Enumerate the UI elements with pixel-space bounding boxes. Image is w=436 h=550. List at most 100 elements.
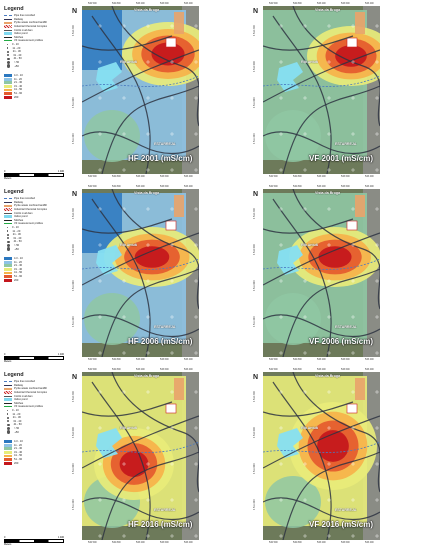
place-label-river: Rio Antuã (301, 426, 318, 430)
ec-class-swatch (4, 264, 12, 268)
road-line (82, 232, 199, 286)
x-tick-label: 532 500 (269, 368, 278, 371)
profile-dot-icon (7, 44, 8, 46)
x-tick-label: 533 400 (184, 541, 193, 544)
ec-class-swatch (4, 257, 12, 261)
north-arrow-icon: N (72, 191, 78, 198)
x-tick-label: 533 400 (365, 368, 374, 371)
x-tick-label: 532 500 (269, 541, 278, 544)
y-tick-label: 4 511 200 (72, 499, 75, 510)
x-tick-label: 533 600 (341, 2, 350, 5)
y-tick-label: 4 512 400 (253, 391, 256, 402)
ec-contour (134, 246, 170, 268)
x-tick-label: 533 200 (136, 541, 145, 544)
legend: Legend Pipe line recorded Railway Pyrite… (4, 372, 66, 546)
ec-class-swatch (4, 461, 12, 465)
y-tick-label: 4 511 200 (253, 316, 256, 327)
pond-icon (4, 32, 12, 36)
pipeline-line (82, 75, 199, 87)
place-label-south: ESTARREJA (335, 142, 357, 146)
ec-contour (151, 42, 185, 66)
place-label-river: Rio Antuã (120, 243, 137, 247)
y-tick-label: 4 512 000 (253, 61, 256, 72)
profile-icon (4, 40, 12, 42)
ec-class-swatch (4, 440, 12, 444)
x-tick-label: 533 600 (160, 368, 169, 371)
profile-dot-icon (7, 50, 9, 53)
chemical-complex-icon (4, 208, 12, 211)
railway-icon (4, 201, 12, 203)
x-tick-label: 533 400 (365, 2, 374, 5)
map-hf-2001: 532 500 532 500 532 800 532 800 533 200 533 2… (72, 2, 199, 178)
pipeline-icon (4, 381, 12, 383)
chemical-complex (165, 403, 177, 414)
road-line (263, 131, 380, 155)
road-line (82, 131, 199, 155)
place-label-river: Rio Antuã (301, 60, 318, 64)
y-tick-label: 4 511 200 (72, 316, 75, 327)
profile-dot-icon (7, 233, 9, 236)
x-tick-label: 532 800 (293, 2, 302, 5)
y-tick-label: 4 512 400 (72, 391, 75, 402)
y-tick-label: 4 511 200 (253, 133, 256, 144)
road-line (101, 451, 199, 540)
x-tick-label: 533 400 (365, 175, 374, 178)
x-tick-label: 532 800 (112, 541, 121, 544)
y-tick-label: 4 511 200 (253, 499, 256, 510)
map-title: VF 2006 (mS/cm) (309, 337, 374, 346)
ec-class-swatch (4, 95, 12, 99)
y-tick-label: 4 512 400 (72, 25, 75, 36)
velico-pond (277, 62, 303, 92)
pipeline-icon (4, 15, 12, 17)
chemical-complex (165, 220, 177, 231)
road-line (82, 497, 199, 521)
map-title: VF 2001 (mS/cm) (309, 154, 374, 163)
x-tick-label: 532 500 (88, 541, 97, 544)
x-tick-label: 532 500 (88, 358, 97, 361)
road-line (111, 372, 199, 493)
north-arrow-icon: N (72, 374, 78, 381)
mud-dam-icon (4, 212, 12, 214)
x-tick-label: 533 400 (184, 358, 193, 361)
y-tick-label: 4 512 000 (72, 61, 75, 72)
road-line (282, 268, 380, 357)
x-tick-label: 532 500 (269, 358, 278, 361)
ec-class-swatch (4, 451, 12, 454)
x-tick-label: 533 600 (160, 185, 169, 188)
map-vf-2006: 532 500 532 500 532 800 532 800 533 200 533 2… (253, 185, 380, 361)
road-line (82, 49, 199, 103)
ec-class-swatch (4, 275, 12, 279)
x-tick-label: 532 500 (88, 175, 97, 178)
x-tick-label: 533 200 (136, 175, 145, 178)
x-tick-label: 533 200 (317, 175, 326, 178)
ec-map-canvas (82, 6, 199, 174)
chemical-complex (346, 37, 358, 48)
figure-row-3: Legend Pipe line recorded Railway Pyrite… (0, 366, 436, 548)
north-arrow-icon: N (72, 8, 78, 15)
velico-pond (277, 245, 303, 275)
map-vf-2016: 532 500 532 500 532 800 532 800 533 200 533 2… (253, 368, 380, 544)
pond-icon (4, 398, 12, 402)
profile-dot-icon (7, 413, 9, 415)
north-arrow-icon: N (253, 374, 259, 381)
profile-dot-icon (7, 420, 10, 423)
y-tick-label: 4 512 000 (72, 244, 75, 255)
chemical-complex-icon (4, 391, 12, 394)
pipeline-line (82, 258, 199, 270)
chemical-complex (165, 37, 177, 48)
pipeline-line (263, 441, 380, 453)
ec-class-swatch (4, 278, 12, 282)
pond-icon (4, 215, 12, 219)
y-tick-label: 4 512 400 (253, 208, 256, 219)
legend-title: Legend (4, 6, 24, 12)
landfill (174, 195, 184, 217)
y-tick-label: 4 512 000 (253, 244, 256, 255)
chemical-complex (346, 220, 358, 231)
x-tick-label: 532 800 (293, 185, 302, 188)
place-label-north: Vista da Broga (315, 374, 341, 378)
road-line (82, 35, 173, 51)
profile-dot-icon (7, 427, 10, 431)
figure-row-2: Legend Pipe line recorded Railway Pyrite… (0, 183, 436, 365)
pipeline-icon (4, 198, 12, 200)
